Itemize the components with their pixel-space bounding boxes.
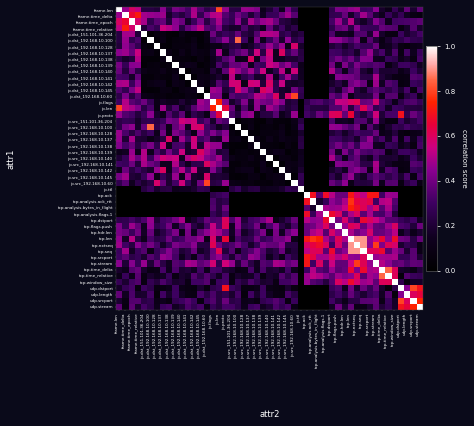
X-axis label: attr2: attr2 [259, 410, 280, 419]
Y-axis label: attr1: attr1 [7, 148, 16, 169]
Y-axis label: correlation score: correlation score [461, 129, 467, 188]
